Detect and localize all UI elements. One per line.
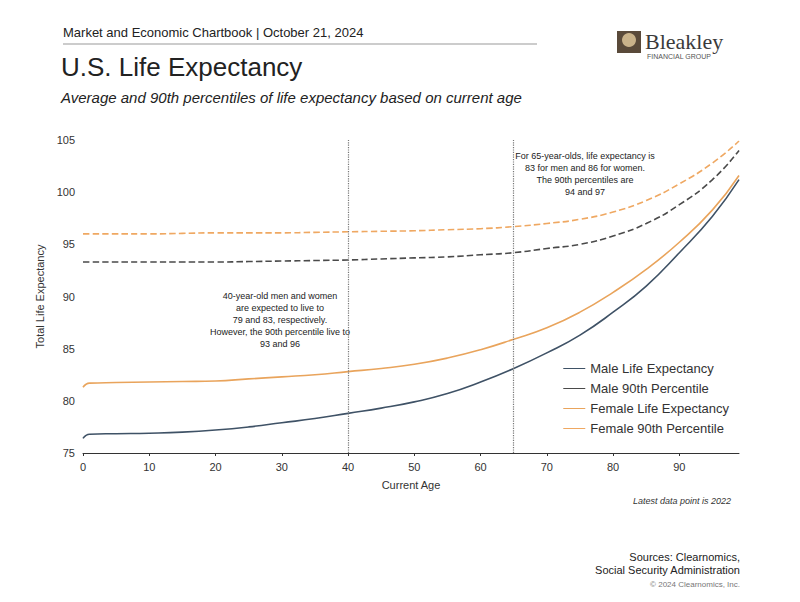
svg-text:50: 50 xyxy=(408,461,420,473)
svg-text:40-year-old men and women: 40-year-old men and women xyxy=(223,291,338,301)
svg-text:90: 90 xyxy=(673,461,685,473)
svg-text:The 90th percentiles are: The 90th percentiles are xyxy=(536,175,633,185)
svg-text:Social Security Administration: Social Security Administration xyxy=(595,564,740,576)
svg-text:Latest data point is 2022: Latest data point is 2022 xyxy=(633,496,731,506)
svg-text:Female Life Expectancy: Female Life Expectancy xyxy=(590,401,729,416)
svg-text:are expected to live to: are expected to live to xyxy=(236,303,324,313)
svg-text:Market and Economic Chartbook: Market and Economic Chartbook | October … xyxy=(63,25,363,40)
svg-text:70: 70 xyxy=(541,461,553,473)
svg-text:20: 20 xyxy=(209,461,221,473)
svg-text:95: 95 xyxy=(63,238,75,250)
svg-text:10: 10 xyxy=(143,461,155,473)
svg-text:0: 0 xyxy=(80,461,86,473)
svg-text:FINANCIAL GROUP: FINANCIAL GROUP xyxy=(647,53,711,60)
svg-text:79 and 83, respectively.: 79 and 83, respectively. xyxy=(233,315,327,325)
svg-text:60: 60 xyxy=(474,461,486,473)
svg-text:Total Life Expectancy: Total Life Expectancy xyxy=(34,244,46,348)
svg-text:85: 85 xyxy=(63,343,75,355)
svg-text:105: 105 xyxy=(57,134,75,146)
svg-text:For 65-year-olds, life expecta: For 65-year-olds, life expectancy is xyxy=(515,151,655,161)
svg-text:93 and 96: 93 and 96 xyxy=(260,339,300,349)
svg-text:80: 80 xyxy=(607,461,619,473)
svg-text:83 for men and 86 for women.: 83 for men and 86 for women. xyxy=(525,163,645,173)
svg-text:Average and 90th percentiles o: Average and 90th percentiles of life exp… xyxy=(60,89,522,106)
svg-text:Bleakley: Bleakley xyxy=(645,29,723,54)
svg-text:30: 30 xyxy=(276,461,288,473)
svg-text:However, the 90th percentile l: However, the 90th percentile live to xyxy=(210,327,350,337)
svg-text:80: 80 xyxy=(63,395,75,407)
svg-text:Male 90th Percentile: Male 90th Percentile xyxy=(590,381,709,396)
svg-text:Sources: Clearnomics,: Sources: Clearnomics, xyxy=(629,551,740,563)
svg-text:U.S. Life Expectancy: U.S. Life Expectancy xyxy=(61,52,302,82)
svg-text:© 2024 Clearnomics, Inc.: © 2024 Clearnomics, Inc. xyxy=(650,580,740,589)
svg-text:100: 100 xyxy=(57,186,75,198)
svg-text:Current Age: Current Age xyxy=(382,479,441,491)
svg-text:75: 75 xyxy=(63,447,75,459)
svg-text:Male Life Expectancy: Male Life Expectancy xyxy=(590,361,714,376)
svg-text:90: 90 xyxy=(63,291,75,303)
svg-text:40: 40 xyxy=(342,461,354,473)
svg-text:Female 90th Percentile: Female 90th Percentile xyxy=(590,421,724,436)
svg-text:94 and 97: 94 and 97 xyxy=(565,187,605,197)
